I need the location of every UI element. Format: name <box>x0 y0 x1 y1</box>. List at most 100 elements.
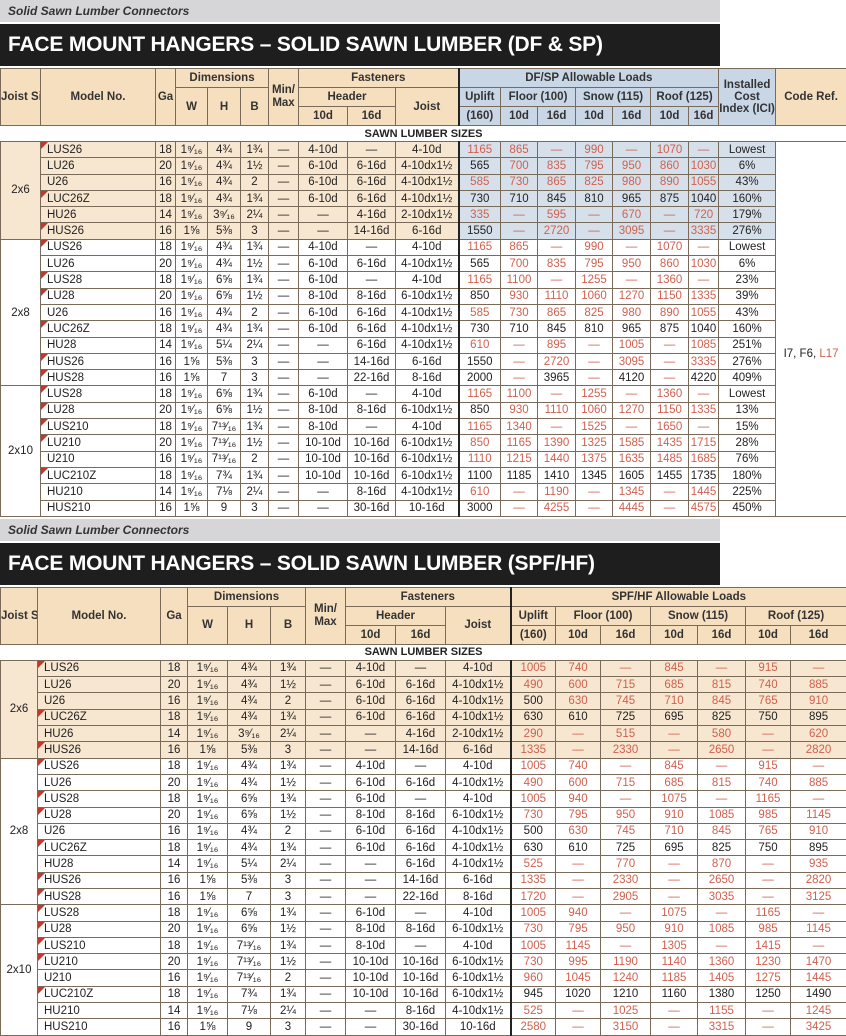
load-roof-10d: — <box>746 742 791 758</box>
min-max: — <box>269 256 299 272</box>
load-roof-10d: 860 <box>651 256 689 272</box>
header-fasteners: Fasteners <box>299 69 459 88</box>
load-snow-16d: 3035 <box>698 888 746 904</box>
load-snow-16d: 670 <box>613 207 651 223</box>
model-number: LUS26 <box>38 660 161 676</box>
load-floor-16d: 865 <box>538 174 576 190</box>
load-roof-16d: 3425 <box>791 1019 846 1035</box>
load-uplift: 1165 <box>459 142 501 158</box>
load-floor-16d: 595 <box>538 207 576 223</box>
model-label: LU26 <box>47 160 75 172</box>
code-ref-text: I7, F6, <box>784 348 817 360</box>
header-10d-nails: 8-10d <box>346 807 396 823</box>
load-floor-10d: — <box>501 370 538 386</box>
load-floor-16d: — <box>538 239 576 255</box>
header-ici: Installed Cost Index (ICI) <box>719 69 776 126</box>
gauge: 14 <box>161 1003 188 1019</box>
model-label: LUS210 <box>47 421 89 433</box>
model-number: HU26 <box>38 726 161 742</box>
load-floor-10d: 740 <box>556 660 601 676</box>
load-snow-10d: 910 <box>651 807 698 823</box>
load-roof-16d: 1030 <box>689 158 719 174</box>
joist-size: 2x8 <box>1 758 38 905</box>
load-floor-10d: — <box>556 1019 601 1035</box>
load-roof-16d: 1715 <box>689 435 719 451</box>
joist-nails: 10-16d <box>396 500 459 516</box>
model-number: LUS28 <box>38 791 161 807</box>
flag-triangle-icon <box>38 808 45 815</box>
height: 4¾ <box>228 693 271 709</box>
joist-nails: 6-10dx1½ <box>396 402 459 418</box>
load-snow-10d: 1325 <box>576 435 613 451</box>
width: 1⁹⁄₁₆ <box>176 142 208 158</box>
load-snow-10d: 1345 <box>576 467 613 483</box>
model-label: LUC26Z <box>44 842 87 854</box>
load-snow-10d: — <box>576 207 613 223</box>
load-uplift: 490 <box>511 677 556 693</box>
flag-triangle-icon <box>41 191 48 198</box>
load-floor-16d: — <box>601 905 651 921</box>
load-floor-10d: 930 <box>501 288 538 304</box>
load-floor-10d: 1215 <box>501 451 538 467</box>
gauge: 16 <box>156 353 176 369</box>
load-uplift: 1335 <box>511 742 556 758</box>
load-snow-10d: 685 <box>651 677 698 693</box>
min-max: — <box>269 174 299 190</box>
load-floor-10d: 995 <box>556 954 601 970</box>
joist-nails: 6-16d <box>446 742 511 758</box>
header-16d: 16d <box>791 625 846 644</box>
load-uplift: 290 <box>511 726 556 742</box>
joist-nails: 2-10dx1½ <box>446 726 511 742</box>
installed-cost-index: 28% <box>719 435 776 451</box>
load-uplift: 1110 <box>459 451 501 467</box>
height: 7⅛ <box>228 1003 271 1019</box>
load-roof-10d: 890 <box>651 304 689 320</box>
load-roof-10d: — <box>746 872 791 888</box>
width: 1⁹⁄₁₆ <box>188 791 228 807</box>
joist-nails: 4-10dx1½ <box>396 174 459 190</box>
joist-nails: 6-10dx1½ <box>396 435 459 451</box>
header-w: W <box>176 88 208 126</box>
joist-nails: 4-10d <box>396 239 459 255</box>
width: 1⁹⁄₁₆ <box>188 807 228 823</box>
joist-nails: 6-10dx1½ <box>446 986 511 1002</box>
model-label: HU26 <box>44 728 73 740</box>
load-uplift: 730 <box>459 190 501 206</box>
header-16d-nails: 8-16d <box>396 921 446 937</box>
load-roof-16d: 620 <box>791 726 846 742</box>
load-roof-16d: 910 <box>791 693 846 709</box>
load-snow-10d: 710 <box>651 823 698 839</box>
model-label: HUS28 <box>44 891 81 903</box>
load-snow-10d: 695 <box>651 709 698 725</box>
header-10d-nails: 6-10d <box>299 190 348 206</box>
gauge: 18 <box>161 905 188 921</box>
header-16d-nails: — <box>396 905 446 921</box>
min-max: — <box>306 921 346 937</box>
height: 6⅝ <box>208 386 241 402</box>
load-floor-10d: — <box>556 1003 601 1019</box>
header-10d-nails: — <box>346 856 396 872</box>
load-floor-16d: — <box>601 758 651 774</box>
load-roof-10d: 1070 <box>651 239 689 255</box>
load-snow-16d: 580 <box>698 726 746 742</box>
header-10d-nails: — <box>299 337 348 353</box>
load-snow-10d: — <box>651 1003 698 1019</box>
load-floor-10d: 1100 <box>501 386 538 402</box>
load-uplift: 730 <box>511 921 556 937</box>
code-ref-link: L17 <box>819 348 838 360</box>
header-joist: Joist <box>396 88 459 126</box>
header-h: H <box>208 88 241 126</box>
header-10d: 10d <box>556 625 601 644</box>
header-16d-nails: 14-16d <box>348 353 396 369</box>
header-10d-nails: 6-10d <box>299 304 348 320</box>
load-floor-10d: 1165 <box>501 435 538 451</box>
header-10d: 10d <box>651 625 698 644</box>
model-label: U26 <box>47 307 68 319</box>
gauge: 20 <box>161 921 188 937</box>
height: 7¹³⁄₁₆ <box>208 435 241 451</box>
header-16d: 16d <box>538 107 576 126</box>
